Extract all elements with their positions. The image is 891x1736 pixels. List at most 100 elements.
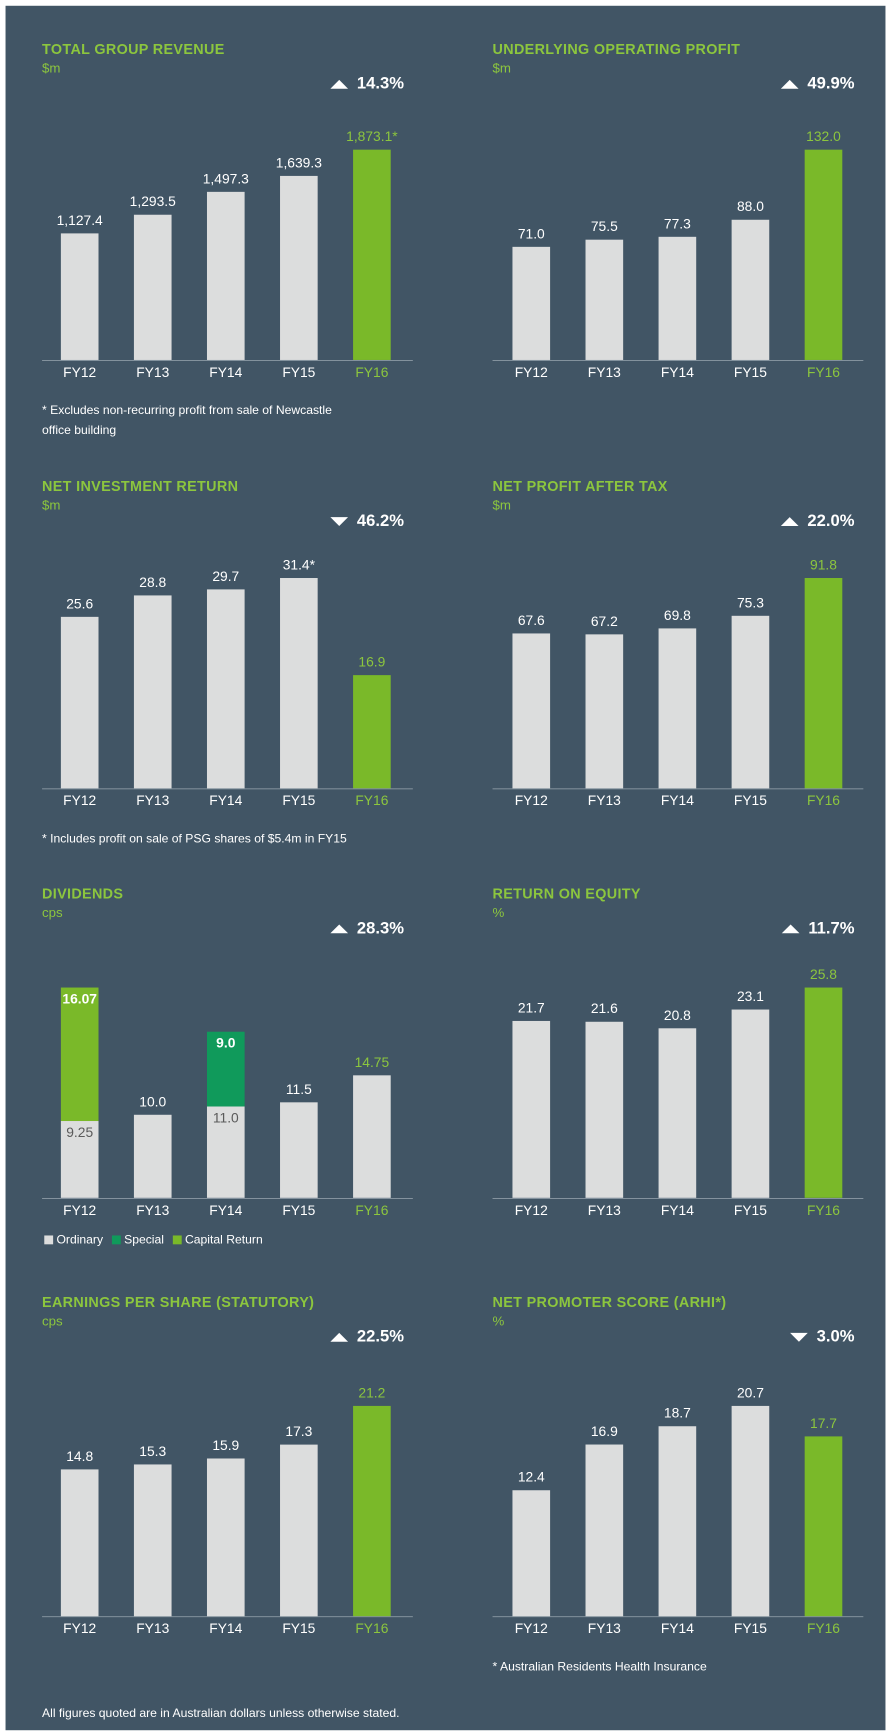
bar bbox=[512, 1020, 551, 1198]
bar bbox=[731, 219, 770, 360]
x-tick-label: FY15 bbox=[734, 792, 767, 808]
change-label: 28.3% bbox=[357, 918, 404, 937]
bar bbox=[804, 1436, 843, 1617]
chart-title: TOTAL GROUP REVENUE bbox=[42, 42, 225, 58]
x-tick-label: FY16 bbox=[355, 364, 388, 380]
bar bbox=[512, 246, 551, 360]
x-tick-label: FY15 bbox=[282, 1620, 315, 1636]
bar bbox=[133, 1464, 172, 1617]
change-label: 22.0% bbox=[807, 511, 854, 530]
value-label: 1,293.5 bbox=[130, 193, 176, 209]
x-tick-label: FY14 bbox=[209, 1202, 242, 1218]
legend-swatch bbox=[44, 1235, 54, 1245]
bar bbox=[353, 149, 391, 360]
x-tick-label: FY16 bbox=[807, 364, 840, 380]
bar bbox=[658, 236, 697, 360]
footnote: office building bbox=[42, 423, 116, 437]
x-tick-label: FY13 bbox=[588, 1202, 621, 1218]
bar bbox=[804, 987, 843, 1198]
x-tick-label: FY15 bbox=[282, 1202, 315, 1218]
value-label: 10.0 bbox=[139, 1093, 166, 1109]
chart-unit: % bbox=[493, 1313, 505, 1328]
bar bbox=[280, 578, 318, 789]
change-arrow bbox=[781, 924, 800, 934]
x-tick-label: FY14 bbox=[661, 1620, 694, 1636]
chart-title: NET PROFIT AFTER TAX bbox=[493, 479, 668, 495]
change-label: 11.7% bbox=[808, 918, 854, 937]
value-label: 20.8 bbox=[664, 1007, 691, 1023]
value-label: 132.0 bbox=[806, 128, 841, 144]
change-arrow bbox=[330, 517, 349, 526]
value-label: 15.3 bbox=[139, 1443, 166, 1459]
bar bbox=[585, 634, 624, 789]
chart-title: EARNINGS PER SHARE (STATUTORY) bbox=[42, 1295, 314, 1311]
chart-unit: $m bbox=[493, 498, 511, 513]
value-label: 77.3 bbox=[664, 215, 691, 231]
x-tick-label: FY12 bbox=[515, 1620, 548, 1636]
value-label: 1,127.4 bbox=[57, 212, 103, 228]
change-arrow bbox=[330, 924, 349, 934]
value-label: 16.07 bbox=[62, 990, 97, 1006]
change-label: 3.0% bbox=[817, 1327, 855, 1346]
bar bbox=[658, 1426, 697, 1617]
value-label: 21.6 bbox=[591, 1000, 618, 1016]
x-tick-label: FY14 bbox=[661, 364, 694, 380]
legend-label: Capital Return bbox=[185, 1233, 263, 1247]
x-tick-label: FY12 bbox=[63, 792, 96, 808]
bar bbox=[731, 615, 770, 789]
bar bbox=[585, 239, 624, 360]
bar bbox=[731, 1405, 770, 1617]
value-label: 29.7 bbox=[212, 568, 239, 584]
legend-swatch bbox=[111, 1235, 121, 1245]
x-tick-label: FY13 bbox=[136, 1620, 169, 1636]
value-label: 9.25 bbox=[66, 1124, 93, 1140]
x-tick-label: FY15 bbox=[734, 1202, 767, 1218]
bar bbox=[280, 1444, 318, 1617]
bar bbox=[206, 1458, 245, 1617]
chart-title: NET PROMOTER SCORE (ARHI*) bbox=[493, 1295, 727, 1311]
bar-segment bbox=[353, 1075, 391, 1198]
value-label: 1,873.1* bbox=[346, 128, 398, 144]
x-tick-label: FY15 bbox=[282, 364, 315, 380]
x-tick-label: FY16 bbox=[355, 1620, 388, 1636]
value-label: 25.6 bbox=[66, 595, 93, 611]
chart-unit: % bbox=[493, 905, 505, 920]
bar-segment bbox=[280, 1102, 318, 1198]
chart-unit: $m bbox=[493, 60, 511, 75]
bar bbox=[206, 589, 245, 789]
bar-segment bbox=[133, 1114, 172, 1198]
x-tick-label: FY16 bbox=[355, 792, 388, 808]
bar-segment bbox=[206, 1106, 245, 1198]
value-label: 18.7 bbox=[664, 1405, 691, 1421]
x-tick-label: FY13 bbox=[136, 792, 169, 808]
bar bbox=[133, 214, 172, 360]
x-tick-label: FY13 bbox=[136, 364, 169, 380]
bar bbox=[133, 595, 172, 789]
x-tick-label: FY16 bbox=[807, 1202, 840, 1218]
bar bbox=[512, 1490, 551, 1617]
bar bbox=[206, 191, 245, 360]
chart-title: RETURN ON EQUITY bbox=[493, 886, 641, 902]
value-label: 16.9 bbox=[358, 654, 385, 670]
x-tick-label: FY13 bbox=[588, 364, 621, 380]
footnote: * Excludes non-recurring profit from sal… bbox=[42, 403, 332, 417]
x-tick-label: FY13 bbox=[588, 792, 621, 808]
x-tick-label: FY16 bbox=[807, 1620, 840, 1636]
bar-segment bbox=[60, 987, 99, 1122]
value-label: 75.5 bbox=[591, 218, 618, 234]
value-label: 25.8 bbox=[810, 966, 837, 982]
bar bbox=[60, 233, 99, 360]
value-label: 14.8 bbox=[66, 1448, 93, 1464]
x-tick-label: FY12 bbox=[63, 1620, 96, 1636]
x-tick-label: FY16 bbox=[355, 1202, 388, 1218]
value-label: 28.8 bbox=[139, 574, 166, 590]
bar bbox=[731, 1009, 770, 1198]
x-tick-label: FY14 bbox=[209, 364, 242, 380]
bar-segment bbox=[206, 1031, 245, 1107]
bar bbox=[804, 578, 843, 789]
bar bbox=[60, 616, 99, 789]
value-label: 71.0 bbox=[518, 225, 545, 241]
x-tick-label: FY14 bbox=[661, 792, 694, 808]
bar bbox=[512, 633, 551, 789]
